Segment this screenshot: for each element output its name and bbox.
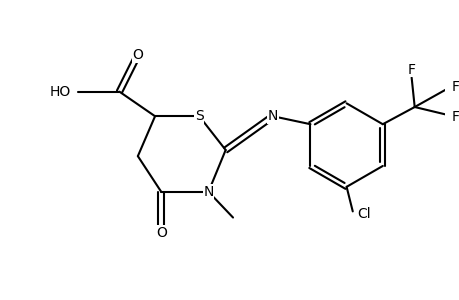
Text: F: F (450, 110, 458, 124)
Text: N: N (203, 185, 213, 199)
Text: F: F (450, 80, 458, 94)
Text: F: F (407, 63, 415, 76)
Text: S: S (195, 109, 203, 123)
Text: HO: HO (50, 85, 71, 99)
Text: Cl: Cl (356, 208, 370, 221)
Text: O: O (156, 226, 166, 240)
Text: N: N (267, 109, 278, 123)
Text: O: O (132, 48, 143, 62)
